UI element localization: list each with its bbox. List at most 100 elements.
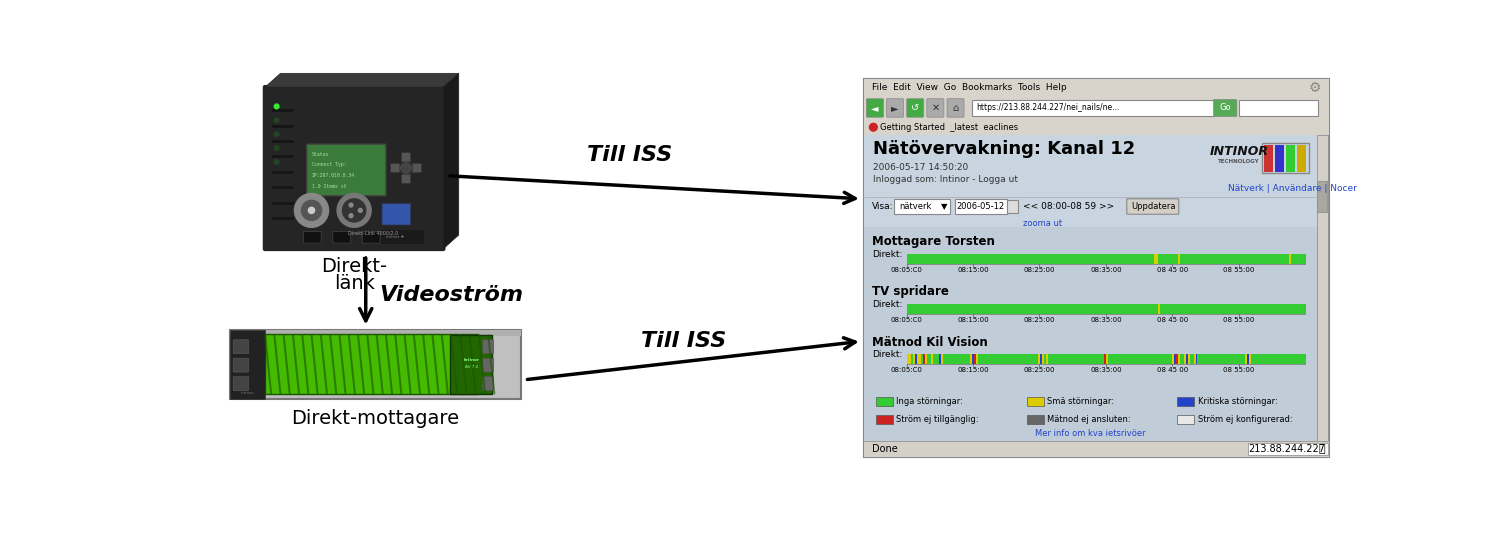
Text: IP:207.010.0.34: IP:207.010.0.34: [312, 173, 354, 178]
FancyBboxPatch shape: [1317, 181, 1326, 212]
Text: 08:05:C0: 08:05:C0: [891, 317, 922, 323]
Circle shape: [274, 132, 279, 137]
Text: Mottagare Torsten: Mottagare Torsten: [871, 235, 994, 248]
FancyBboxPatch shape: [1194, 354, 1196, 364]
FancyBboxPatch shape: [940, 354, 942, 364]
Text: Nätövervakning: Kanal 12: Nätövervakning: Kanal 12: [873, 140, 1136, 158]
Circle shape: [274, 146, 279, 150]
FancyBboxPatch shape: [230, 329, 520, 399]
Text: TECHNOLOGY: TECHNOLOGY: [1218, 159, 1260, 163]
Circle shape: [274, 160, 279, 164]
FancyBboxPatch shape: [303, 232, 321, 243]
FancyBboxPatch shape: [266, 334, 478, 395]
Text: 1.9 Items st: 1.9 Items st: [312, 184, 346, 189]
Circle shape: [338, 193, 370, 227]
FancyBboxPatch shape: [864, 135, 1317, 442]
Text: Nätverk | Användare | Nocer: Nätverk | Användare | Nocer: [1227, 184, 1356, 193]
FancyBboxPatch shape: [864, 135, 1317, 197]
FancyBboxPatch shape: [886, 99, 903, 117]
Text: nätverk: nätverk: [898, 202, 932, 211]
Text: 🔒: 🔒: [1318, 444, 1324, 454]
FancyBboxPatch shape: [1264, 145, 1274, 172]
FancyBboxPatch shape: [413, 163, 422, 172]
Text: Videoström: Videoström: [380, 285, 524, 305]
FancyBboxPatch shape: [876, 415, 892, 425]
Text: Direkt-: Direkt-: [321, 256, 387, 276]
FancyBboxPatch shape: [1251, 354, 1298, 364]
FancyBboxPatch shape: [1298, 354, 1305, 364]
Text: 08:25:00: 08:25:00: [1023, 317, 1054, 323]
Text: Direkt:: Direkt:: [871, 300, 901, 309]
FancyBboxPatch shape: [1190, 354, 1194, 364]
FancyBboxPatch shape: [972, 354, 975, 364]
Text: Direkt:: Direkt:: [871, 250, 901, 259]
Text: Direkt-mottagare: Direkt-mottagare: [291, 409, 459, 428]
FancyBboxPatch shape: [910, 354, 912, 364]
FancyBboxPatch shape: [1026, 397, 1044, 406]
FancyBboxPatch shape: [954, 199, 1006, 214]
FancyBboxPatch shape: [894, 199, 950, 214]
Circle shape: [274, 104, 279, 109]
FancyBboxPatch shape: [1178, 354, 1179, 364]
Text: 213.88.244.227: 213.88.244.227: [1248, 444, 1324, 454]
Text: ►: ►: [891, 103, 898, 113]
FancyBboxPatch shape: [483, 340, 494, 354]
FancyBboxPatch shape: [906, 354, 1305, 364]
FancyBboxPatch shape: [230, 329, 266, 399]
Text: 08:15:00: 08:15:00: [957, 317, 988, 323]
Text: Uppdatera: Uppdatera: [1131, 202, 1176, 211]
FancyBboxPatch shape: [230, 329, 520, 336]
FancyBboxPatch shape: [232, 358, 249, 372]
FancyBboxPatch shape: [1176, 354, 1178, 364]
Text: Mer info om kva ietsrivöer: Mer info om kva ietsrivöer: [1035, 429, 1146, 438]
Text: 08 45 00: 08 45 00: [1156, 317, 1188, 323]
Circle shape: [350, 203, 352, 207]
Text: INTINOR: INTINOR: [1209, 145, 1269, 159]
Text: Intinor: Intinor: [464, 358, 478, 362]
Circle shape: [274, 104, 279, 109]
Text: Inga störningar:: Inga störningar:: [896, 397, 963, 406]
Text: Connect Typ:: Connect Typ:: [312, 162, 346, 168]
Text: Mätnod ej ansluten:: Mätnod ej ansluten:: [1047, 415, 1131, 425]
FancyBboxPatch shape: [939, 354, 940, 364]
FancyBboxPatch shape: [450, 335, 492, 394]
FancyBboxPatch shape: [864, 97, 1329, 120]
FancyBboxPatch shape: [232, 376, 249, 390]
FancyBboxPatch shape: [1046, 354, 1048, 364]
FancyBboxPatch shape: [1160, 303, 1298, 313]
FancyBboxPatch shape: [1179, 354, 1184, 364]
FancyBboxPatch shape: [363, 232, 380, 243]
FancyBboxPatch shape: [390, 163, 400, 172]
Text: ⚙: ⚙: [1310, 81, 1322, 95]
FancyBboxPatch shape: [1296, 145, 1306, 172]
Text: 08:15:00: 08:15:00: [957, 266, 988, 272]
Text: Mätnod Kil Vision: Mätnod Kil Vision: [871, 335, 987, 349]
FancyBboxPatch shape: [1126, 199, 1179, 214]
Text: Done: Done: [871, 444, 897, 454]
FancyBboxPatch shape: [483, 376, 494, 390]
FancyBboxPatch shape: [1158, 254, 1178, 263]
FancyBboxPatch shape: [1239, 99, 1318, 116]
FancyBboxPatch shape: [1214, 99, 1237, 116]
FancyBboxPatch shape: [1286, 145, 1294, 172]
Text: Ström ej tillgänglig:: Ström ej tillgänglig:: [896, 415, 978, 425]
FancyBboxPatch shape: [864, 197, 1317, 227]
FancyBboxPatch shape: [921, 354, 922, 364]
Text: AV 7.0: AV 7.0: [465, 365, 478, 369]
FancyBboxPatch shape: [922, 354, 924, 364]
FancyBboxPatch shape: [1173, 354, 1176, 364]
FancyBboxPatch shape: [1155, 254, 1158, 263]
FancyBboxPatch shape: [1038, 354, 1040, 364]
FancyBboxPatch shape: [1178, 254, 1179, 263]
FancyBboxPatch shape: [1044, 354, 1046, 364]
Circle shape: [400, 163, 411, 174]
Text: länk: länk: [333, 273, 375, 293]
FancyBboxPatch shape: [1248, 354, 1250, 364]
FancyBboxPatch shape: [906, 354, 910, 364]
Text: Go: Go: [1220, 104, 1232, 113]
Text: Visa:: Visa:: [871, 202, 894, 211]
FancyBboxPatch shape: [1158, 303, 1160, 313]
FancyBboxPatch shape: [483, 358, 494, 372]
FancyBboxPatch shape: [308, 144, 386, 196]
FancyBboxPatch shape: [906, 254, 1154, 263]
